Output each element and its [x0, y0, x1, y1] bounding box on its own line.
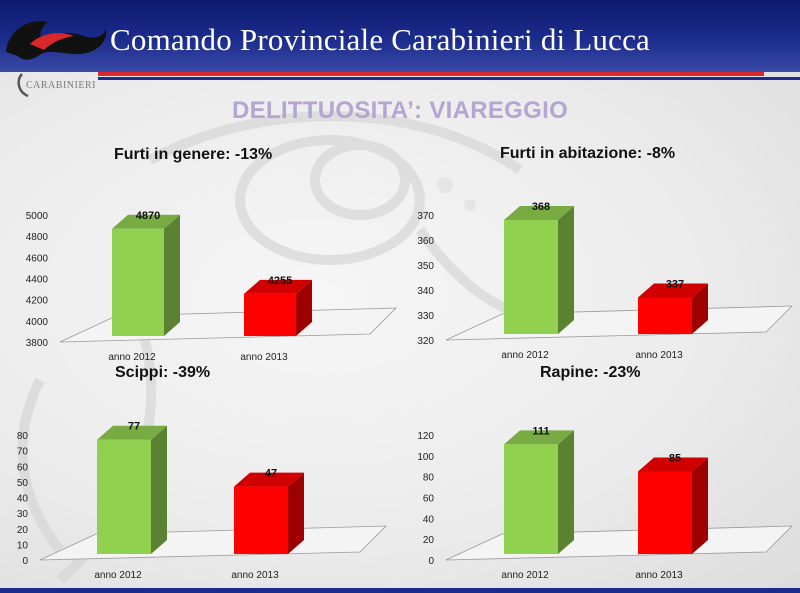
- x-category-label: anno 2012: [94, 570, 142, 581]
- header-title: Comando Provinciale Carabinieri di Lucca: [110, 22, 650, 57]
- bar-value-label: 77: [128, 421, 140, 433]
- x-category-label: anno 2012: [501, 350, 549, 361]
- x-category-label: anno 2013: [240, 352, 288, 363]
- y-tick-label: 4400: [26, 275, 49, 286]
- bar-front: [504, 444, 558, 554]
- y-tick-label: 40: [423, 514, 435, 525]
- y-tick-label: 80: [17, 431, 29, 442]
- y-tick-label: 340: [417, 286, 434, 297]
- y-tick-label: 60: [423, 494, 435, 505]
- bar-front: [97, 439, 151, 554]
- y-tick-label: 70: [17, 447, 29, 458]
- chart-title-scippi: Scippi: -39%: [115, 364, 211, 381]
- y-tick-label: 3800: [26, 338, 49, 349]
- bar-top: [244, 279, 312, 294]
- y-tick-label: 60: [17, 462, 29, 473]
- chart-floor: [445, 525, 793, 561]
- y-tick-label: 0: [428, 556, 434, 567]
- bar-front: [638, 297, 692, 334]
- bar-anno-2013: [244, 279, 312, 336]
- bar-top: [234, 472, 304, 487]
- chart-floor: [59, 307, 397, 343]
- y-tick-label: 4600: [26, 253, 49, 264]
- x-category-label: anno 2013: [635, 350, 683, 361]
- bar-anno-2013: [638, 283, 708, 334]
- bar-side: [151, 425, 167, 554]
- bar-value-label: 337: [666, 279, 684, 291]
- y-tick-label: 30: [17, 509, 29, 520]
- bar-front: [638, 471, 692, 554]
- bar-side: [164, 214, 180, 336]
- y-tick-label: 100: [417, 452, 434, 463]
- y-tick-label: 80: [423, 473, 435, 484]
- y-tick-label: 10: [17, 540, 29, 551]
- chart-furti-genere: 3800 4000 4200 4400 4600 4800 5000 4870 anno 201…: [26, 210, 397, 363]
- bar-top: [638, 457, 708, 472]
- y-tick-label: 5000: [26, 211, 49, 222]
- bar-side: [288, 472, 304, 554]
- bar-side: [558, 430, 574, 554]
- y-tick-label: 40: [17, 494, 29, 505]
- bar-top: [638, 283, 708, 298]
- chart-rapine: 0 20 40 60 80 100 120 111 anno 2012 85 anno 2013: [417, 425, 793, 581]
- bar-anno-2013: [234, 472, 304, 554]
- bar-side: [296, 279, 312, 336]
- chart-title-furti-abitazione: Furti in abitazione: -8%: [500, 145, 676, 162]
- chart-title-furti-genere: Furti in genere: -13%: [114, 146, 273, 163]
- y-tick-label: 50: [17, 478, 29, 489]
- y-tick-label: 320: [417, 336, 434, 347]
- bar-front: [234, 486, 288, 554]
- chart-furti-abitazione: 320 330 340 350 360 370 368 anno 2012 337 anno 20…: [417, 201, 793, 361]
- bar-top: [504, 206, 574, 220]
- chart-floor: [39, 525, 387, 561]
- y-tick-label: 370: [417, 211, 434, 222]
- y-tick-label: 350: [417, 261, 434, 272]
- page-subtitle: DELITTUOSITA’: VIAREGGIO: [231, 97, 569, 124]
- chart-scippi: 0 10 20 30 40 50 60 70 80 77 anno 2012 47 anno 2013: [17, 421, 387, 581]
- y-tick-label: 360: [417, 236, 434, 247]
- chart-floor: [445, 305, 793, 341]
- x-category-label: anno 2012: [108, 352, 156, 363]
- y-tick-label: 20: [17, 525, 29, 536]
- bar-front: [244, 293, 296, 336]
- x-category-label: anno 2012: [501, 570, 549, 581]
- bar-value-label: 4870: [136, 210, 160, 222]
- y-tick-label: 0: [22, 556, 28, 567]
- header-banner: Comando Provinciale Carabinieri di Lucca: [0, 0, 800, 72]
- bar-anno-2012: [504, 206, 574, 334]
- bar-top: [504, 430, 574, 445]
- y-tick-label: 330: [417, 311, 434, 322]
- carabinieri-flame-icon: [6, 21, 107, 98]
- footer-strip: [0, 588, 800, 593]
- y-tick-label: 4800: [26, 232, 49, 243]
- x-category-label: anno 2013: [231, 570, 279, 581]
- bar-value-label: 4255: [268, 275, 292, 287]
- bar-side: [692, 457, 708, 554]
- bar-top: [97, 425, 167, 440]
- bar-value-label: 47: [265, 468, 277, 480]
- bar-side: [558, 206, 574, 334]
- bar-top: [112, 214, 180, 229]
- y-tick-label: 4000: [26, 317, 49, 328]
- bar-anno-2013: [638, 457, 708, 554]
- bar-front: [112, 228, 164, 336]
- bar-anno-2012: [504, 430, 574, 554]
- bar-anno-2012: [97, 425, 167, 554]
- header-blue-stripe: [98, 77, 800, 80]
- logo-text: CARABINIERI: [26, 80, 96, 91]
- bar-value-label: 368: [532, 201, 550, 213]
- y-tick-label: 120: [417, 431, 434, 442]
- bar-value-label: 85: [669, 452, 681, 464]
- bar-side: [692, 283, 708, 334]
- header-red-stripe: [98, 72, 764, 76]
- carabinieri-logo: CARABINIERI: [0, 0, 120, 104]
- bar-front: [504, 220, 558, 334]
- y-tick-label: 4200: [26, 296, 49, 307]
- bar-anno-2012: [112, 214, 180, 336]
- bar-value-label: 111: [532, 425, 549, 437]
- x-category-label: anno 2013: [635, 570, 683, 581]
- y-tick-label: 20: [423, 535, 435, 546]
- chart-title-rapine: Rapine: -23%: [540, 364, 641, 381]
